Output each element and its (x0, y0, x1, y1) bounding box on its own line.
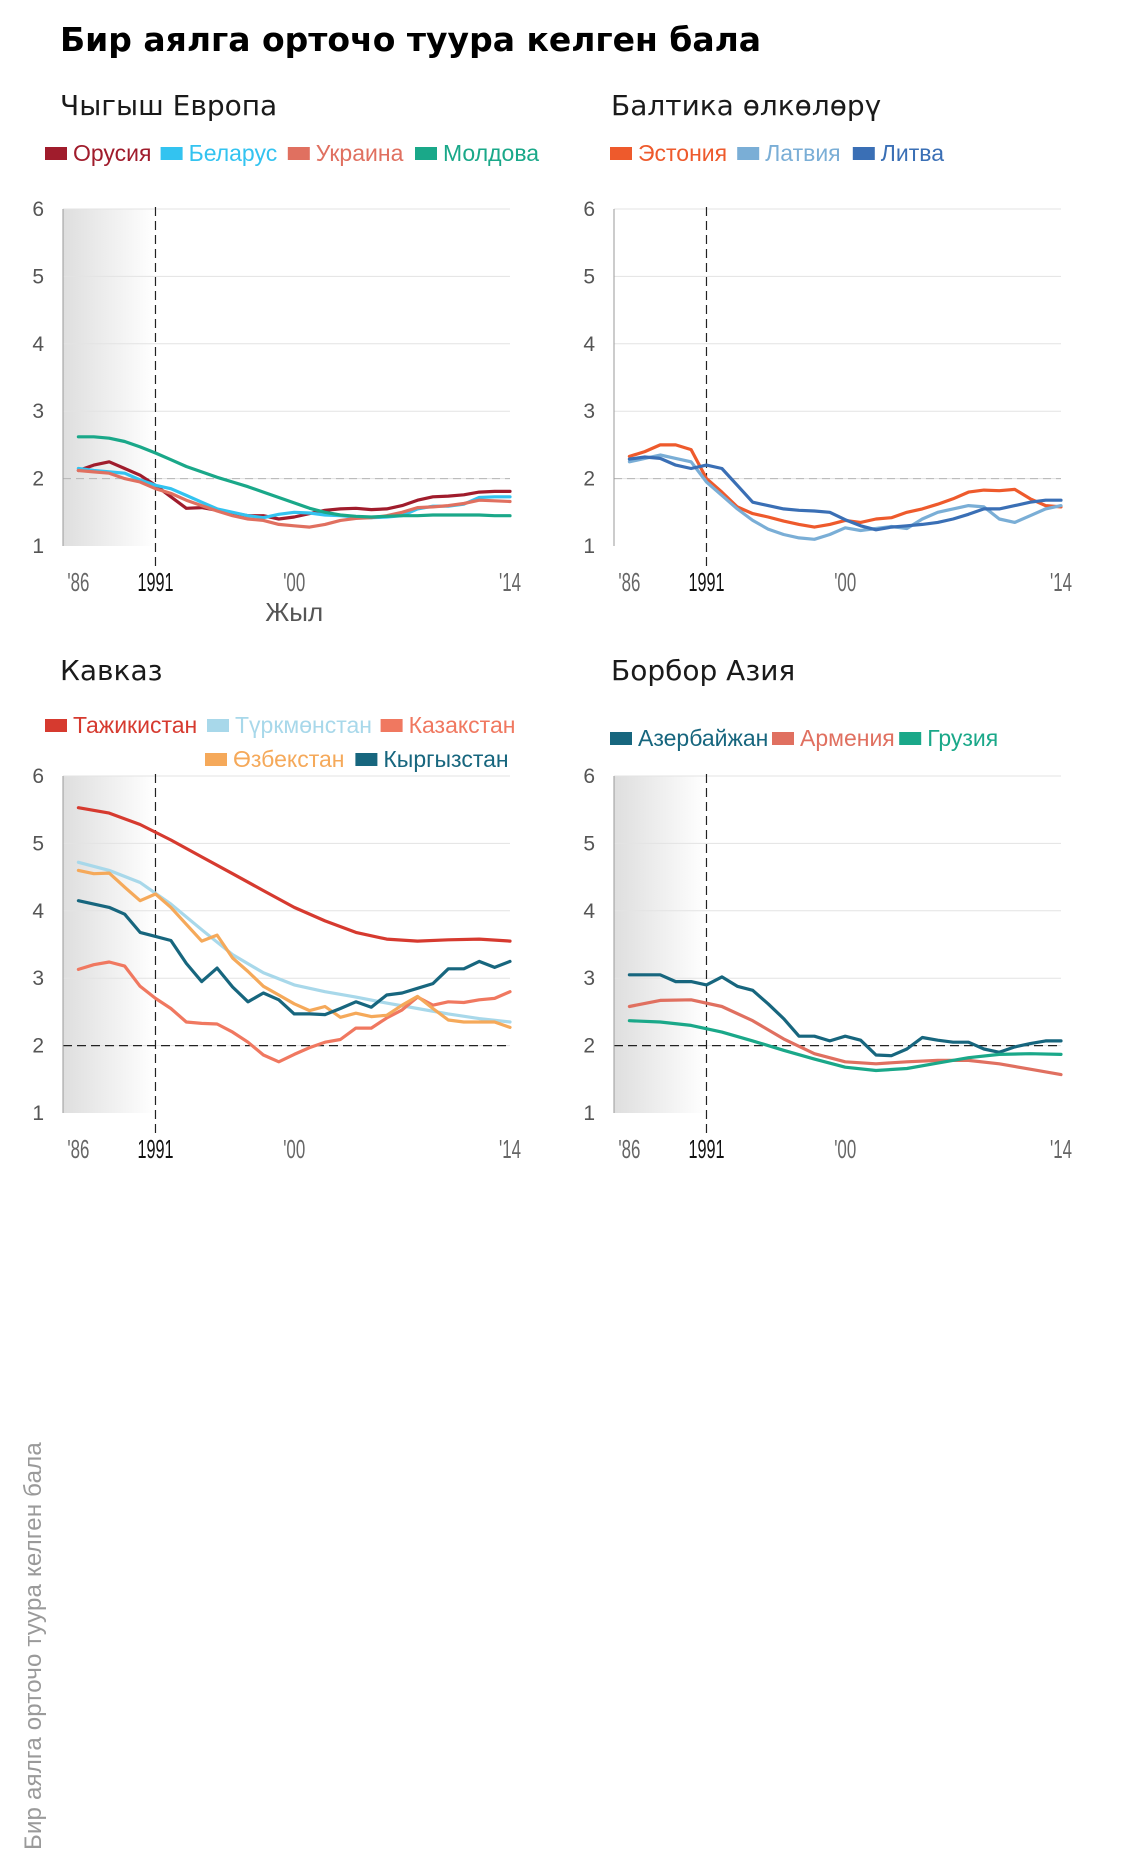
legend-label: Молдова (443, 140, 539, 166)
y-tick-label: 1 (583, 1102, 595, 1125)
y-tick-label: 1 (583, 535, 595, 558)
y-tick-label: 5 (583, 832, 595, 855)
legend-label: Өзбекстан (233, 746, 344, 772)
panel-3: Кавказ 1 2 3 4 5 6 '86 1991 '00 '14 Тажикистан Түркм… (32, 654, 521, 1164)
series-line-1 (76, 806, 512, 943)
charts-svg: Чыгыш Европа 1 2 3 4 5 6 '86 1991 '00 '14 Жыл Орусия… (32, 89, 1072, 1164)
y-tick-label: 2 (583, 468, 595, 491)
legend-label: Кыргызстан (383, 746, 508, 772)
legend-label: Азербайжан (638, 725, 768, 751)
series-line-3 (627, 455, 1063, 532)
x-axis-label: Жыл (265, 597, 323, 627)
legend-label: Украина (316, 140, 404, 166)
legend-swatch (45, 147, 67, 160)
legend-swatch (610, 732, 632, 745)
y-tick-label: 2 (32, 468, 44, 491)
series-line-3 (76, 960, 512, 1064)
y-tick-label: 2 (32, 1035, 44, 1058)
y-tick-label: 1 (32, 1102, 44, 1125)
legend-swatch (415, 147, 437, 160)
legend-swatch (207, 719, 229, 732)
x-tick-label: '14 (499, 567, 521, 597)
legend-label: Беларус (189, 140, 278, 166)
legend-label: Түркмөнстан (235, 712, 372, 738)
series-line-3 (627, 1019, 1063, 1073)
x-tick-label: '00 (283, 1134, 305, 1164)
legend-label: Грузия (927, 725, 998, 751)
x-tick-label: '00 (834, 567, 856, 597)
series-line-1 (627, 973, 1063, 1058)
legend-label: Литва (881, 140, 944, 166)
x-tick-label: '00 (283, 567, 305, 597)
x-tick-label: '14 (1050, 1134, 1072, 1164)
panel-2: Балтика өлкөлөрү 1 2 3 4 5 6 '86 1991 '00 '14 Эстон… (583, 89, 1072, 597)
y-tick-label: 2 (583, 1035, 595, 1058)
series-line-2 (627, 998, 1063, 1077)
legend-label: Эстония (638, 140, 727, 166)
y-tick-label: 5 (32, 265, 44, 288)
panel-title: Кавказ (60, 654, 163, 687)
x-tick-label: '00 (834, 1134, 856, 1164)
chart-title: Бир аялга орточо туура келген бала (60, 20, 762, 59)
legend-swatch (287, 147, 310, 160)
legend-swatch (355, 753, 378, 766)
shaded-period (63, 776, 156, 1113)
x-tick-label: 1991 (137, 1134, 173, 1164)
legend-swatch (772, 732, 794, 745)
x-tick-label: 1991 (688, 1134, 724, 1164)
legend-label: Орусия (73, 140, 151, 166)
legend-swatch (205, 753, 227, 766)
y-tick-label: 5 (32, 832, 44, 855)
legend-label: Латвия (765, 140, 840, 166)
x-tick-label: '86 (67, 567, 89, 597)
legend-swatch (160, 147, 183, 160)
series-line-4 (76, 435, 512, 519)
x-tick-label: '14 (1050, 567, 1072, 597)
shaded-period (63, 209, 156, 546)
y-tick-label: 6 (583, 198, 595, 221)
panel-title: Балтика өлкөлөрү (611, 89, 881, 122)
y-tick-label: 3 (32, 400, 44, 423)
series-line-5 (76, 899, 512, 1017)
y-tick-label: 6 (32, 198, 44, 221)
legend-swatch (737, 147, 760, 160)
legend-swatch (610, 147, 632, 160)
legend-label: Казакстан (409, 712, 516, 738)
series-line-2 (627, 453, 1063, 541)
y-tick-label: 3 (583, 967, 595, 990)
x-tick-label: 1991 (137, 567, 173, 597)
series-line-3 (76, 468, 512, 529)
y-tick-label: 6 (583, 765, 595, 788)
legend-label: Армения (800, 725, 895, 751)
y-tick-label: 1 (32, 535, 44, 558)
legend-swatch (380, 719, 403, 732)
y-tick-label: 5 (583, 265, 595, 288)
legend-label: Тажикистан (73, 712, 197, 738)
legend-swatch (899, 732, 922, 745)
panel-1: Чыгыш Европа 1 2 3 4 5 6 '86 1991 '00 '14 Жыл Орусия… (32, 89, 539, 627)
series-line-4 (76, 868, 512, 1030)
y-tick-label: 3 (32, 967, 44, 990)
y-tick-label: 4 (32, 900, 44, 923)
y-tick-label: 3 (583, 400, 595, 423)
panel-title: Чыгыш Европа (60, 89, 277, 122)
y-tick-label: 4 (583, 900, 595, 923)
x-tick-label: '86 (67, 1134, 89, 1164)
shaded-period (614, 776, 707, 1113)
y-tick-label: 4 (583, 333, 595, 356)
y-axis-title: Бир аялга орточо туура келген бала (20, 1442, 47, 1850)
legend-swatch (45, 719, 67, 732)
y-tick-label: 4 (32, 333, 44, 356)
legend-swatch (852, 147, 875, 160)
panel-title: Борбор Азия (611, 654, 795, 687)
x-tick-label: '14 (499, 1134, 521, 1164)
x-tick-label: 1991 (688, 567, 724, 597)
x-tick-label: '86 (618, 567, 640, 597)
panel-4: Борбор Азия 1 2 3 4 5 6 '86 1991 '00 '14 Азербайжан… (583, 654, 1072, 1164)
x-tick-label: '86 (618, 1134, 640, 1164)
y-tick-label: 6 (32, 765, 44, 788)
